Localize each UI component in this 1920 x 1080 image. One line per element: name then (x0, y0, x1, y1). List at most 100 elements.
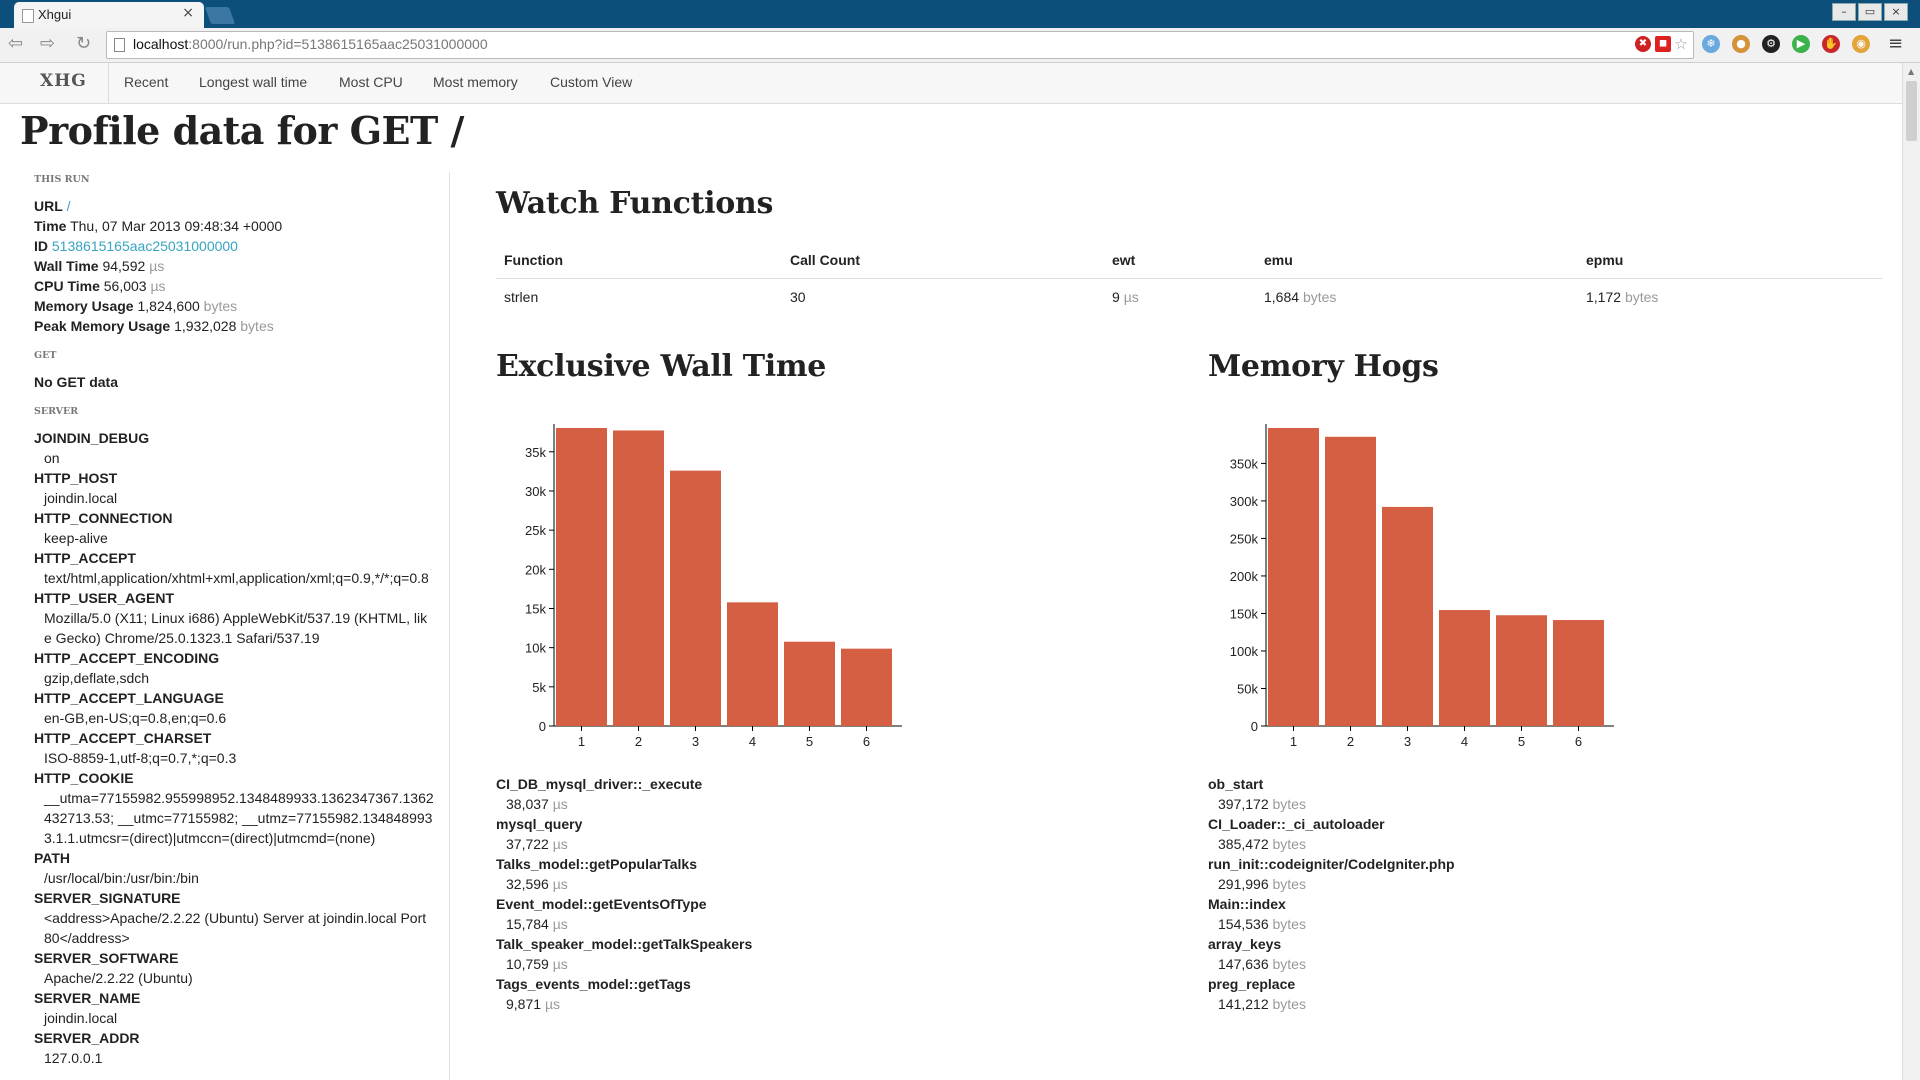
browser-title-bar: Xhgui × – ▭ × (0, 0, 1920, 28)
nav-recent[interactable]: Recent (124, 74, 169, 90)
server-var-value: on (44, 450, 60, 466)
function-value: 10,759 µs (506, 956, 568, 972)
bar[interactable] (784, 641, 835, 726)
function-name[interactable]: preg_replace (1208, 976, 1296, 992)
function-name[interactable]: mysql_query (496, 816, 583, 832)
server-var-name: SERVER_ADDR (34, 1030, 140, 1046)
y-tick-label: 350k (1230, 456, 1259, 471)
server-var-name: JOINDIN_DEBUG (34, 430, 150, 446)
function-name[interactable]: Talk_speaker_model::getTalkSpeakers (496, 936, 753, 952)
server-var-value: 127.0.0.1 (44, 1050, 103, 1066)
browser-tab[interactable]: Xhgui × (14, 2, 204, 28)
menu-icon[interactable]: ≡ (1888, 33, 1904, 54)
run-url-link[interactable]: / (66, 198, 71, 214)
wall-time-bar-chart: 0 5k 10k 15k 20k 25k 30k 35k 1 2 3 4 5 6 (525, 424, 902, 748)
y-tick-label: 0 (1251, 719, 1258, 734)
bar[interactable] (1268, 428, 1319, 726)
nav-divider (108, 63, 109, 103)
function-name[interactable]: run_init::codeigniter/CodeIgniter.php (1208, 856, 1455, 872)
blocker-extension-icon[interactable]: ✖ (1635, 36, 1651, 52)
wall-time-chart-title: Exclusive Wall Time (496, 349, 827, 384)
function-name[interactable]: CI_DB_mysql_driver::_execute (496, 776, 703, 792)
server-var-value: Mozilla/5.0 (X11; Linux i686) AppleWebKi… (44, 610, 428, 646)
function-value: 15,784 µs (506, 916, 568, 932)
function-name[interactable]: array_keys (1208, 936, 1282, 952)
y-tick-label: 250k (1230, 531, 1259, 546)
function-value: 141,212 bytes (1218, 996, 1306, 1012)
memory-hogs-function-list: ob_start 397,172 bytes CI_Loader::_ci_auto… (1208, 774, 1628, 1014)
minimize-button[interactable]: – (1832, 3, 1856, 21)
nav-custom-view[interactable]: Custom View (550, 74, 633, 90)
server-var-value: gzip,deflate,sdch (44, 670, 150, 686)
nav-most-cpu[interactable]: Most CPU (339, 74, 403, 90)
nav-most-memory[interactable]: Most memory (433, 74, 518, 90)
forward-arrow-icon[interactable]: ⇨ (40, 33, 56, 54)
run-id-link[interactable]: 5138615165aac25031000000 (51, 238, 238, 254)
bar[interactable] (841, 648, 892, 726)
function-name[interactable]: Tags_events_model::getTags (496, 976, 691, 992)
bar[interactable] (556, 428, 607, 726)
function-name[interactable]: CI_Loader::_ci_autoloader (1208, 816, 1385, 832)
cell-epmu: 1,172 bytes (1586, 289, 1659, 305)
wall-time-row: Wall Time 94,592 µs (34, 258, 165, 274)
function-name[interactable]: Talks_model::getPopularTalks (496, 856, 697, 872)
bar[interactable] (1553, 620, 1604, 726)
address-bar[interactable]: localhost:8000/run.php?id=5138615165aac2… (106, 31, 1694, 59)
y-tick-label: 300k (1230, 494, 1259, 509)
function-name[interactable]: Main::index (1208, 896, 1286, 912)
back-arrow-icon[interactable]: ⇦ (8, 33, 24, 54)
server-var-name: PATH (34, 850, 71, 866)
server-var-name: HTTP_HOST (34, 470, 118, 486)
settings-extension-icon[interactable]: ⚙ (1762, 35, 1780, 53)
browser-toolbar: ⇦ ⇨ ↻ localhost:8000/run.php?id=51386151… (0, 28, 1920, 63)
function-name[interactable]: ob_start (1208, 776, 1264, 792)
get-heading: GET (34, 350, 57, 361)
cookie-extension-icon[interactable]: ● (1732, 35, 1750, 53)
bar[interactable] (613, 430, 664, 726)
bar[interactable] (1496, 615, 1547, 726)
off-extension-icon[interactable]: ◼ (1655, 36, 1671, 52)
bar[interactable] (1325, 436, 1376, 726)
bookmark-star-icon[interactable]: ☆ (1674, 35, 1688, 53)
y-tick-label: 20k (525, 562, 546, 577)
window-close-button[interactable]: × (1884, 3, 1908, 21)
vertical-scrollbar[interactable]: ▲ (1902, 63, 1920, 1080)
function-value: 9,871 µs (506, 996, 561, 1012)
col-call-count: Call Count (782, 244, 1104, 279)
run-id-row: ID 5138615165aac25031000000 (34, 238, 238, 254)
scrollbar-thumb[interactable] (1906, 81, 1917, 141)
server-var-name: HTTP_ACCEPT (34, 550, 136, 566)
y-tick-label: 15k (525, 601, 546, 616)
server-var-name: SERVER_SIGNATURE (34, 890, 181, 906)
address-url[interactable]: localhost:8000/run.php?id=5138615165aac2… (133, 36, 488, 52)
new-tab-button[interactable] (204, 7, 236, 24)
brand-logo[interactable]: XHG (40, 71, 87, 91)
play-extension-icon[interactable]: ▶ (1792, 35, 1810, 53)
scroll-up-arrow-icon[interactable]: ▲ (1908, 67, 1915, 76)
function-name[interactable]: Event_model::getEventsOfType (496, 896, 707, 912)
x-tick-label: 2 (1347, 734, 1354, 748)
y-tick-label: 0 (539, 719, 546, 734)
tab-title: Xhgui (38, 7, 72, 22)
y-tick-label: 100k (1230, 644, 1259, 659)
bar[interactable] (1439, 610, 1490, 726)
x-tick-label: 3 (1404, 734, 1411, 748)
reload-icon[interactable]: ↻ (76, 33, 92, 54)
server-vars-list: JOINDIN_DEBUG on HTTP_HOST joindin.local HTT… (34, 428, 434, 1068)
function-value: 385,472 bytes (1218, 836, 1306, 852)
snowflake-extension-icon[interactable]: ❄ (1702, 35, 1720, 53)
bar[interactable] (727, 602, 778, 726)
x-tick-label: 6 (863, 734, 870, 748)
restore-button[interactable]: ▭ (1858, 3, 1882, 21)
tab-close-icon[interactable]: × (182, 5, 194, 21)
wall-time-function-list: CI_DB_mysql_driver::_execute 38,037 µs mys… (496, 774, 916, 1014)
y-tick-label: 5k (532, 680, 546, 695)
nav-longest-wall-time[interactable]: Longest wall time (199, 74, 308, 90)
run-time-row: Time Thu, 07 Mar 2013 09:48:34 +0000 (34, 218, 283, 234)
memory-usage-row: Memory Usage 1,824,600 bytes (34, 298, 238, 314)
table-header-row: Function Call Count ewt emu epmu (496, 244, 1882, 279)
cookie-monster-extension-icon[interactable]: ◉ (1852, 35, 1870, 53)
adblock-extension-icon[interactable]: ✋ (1822, 35, 1840, 53)
bar[interactable] (670, 470, 721, 726)
bar[interactable] (1382, 506, 1433, 726)
